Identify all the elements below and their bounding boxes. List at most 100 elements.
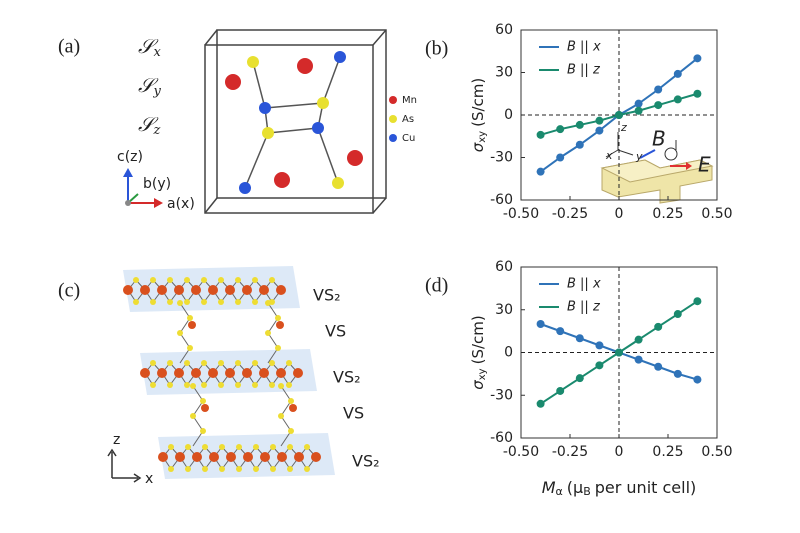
- atom: [184, 299, 190, 305]
- x-axis-label: Mα (μB per unit cell): [542, 478, 697, 499]
- atom: [218, 382, 224, 388]
- bond: [267, 317, 279, 334]
- atom: [288, 398, 294, 404]
- atom: [289, 404, 297, 412]
- data-point: [673, 69, 682, 78]
- data-point: [634, 335, 643, 344]
- atom: [311, 452, 321, 462]
- atom: [174, 285, 184, 295]
- subscript: z: [152, 123, 160, 138]
- data-point: [673, 310, 682, 319]
- y-tick-label: -60: [490, 430, 513, 446]
- layer-label: VS: [343, 404, 364, 423]
- atom: [133, 277, 139, 283]
- bond: [280, 400, 292, 417]
- bond: [267, 302, 279, 319]
- atom: [235, 382, 241, 388]
- atom: [167, 299, 173, 305]
- atom: [286, 360, 292, 366]
- atom: [269, 277, 275, 283]
- legend-label: B || x: [567, 40, 601, 55]
- axis-name: a(x): [167, 196, 195, 212]
- atom: [252, 277, 258, 283]
- atom: [191, 368, 201, 378]
- atom: [269, 360, 275, 366]
- atom: [252, 299, 258, 305]
- unit: (μ: [567, 478, 583, 497]
- atom: [275, 345, 281, 351]
- data-point: [595, 126, 604, 135]
- inset-label: y: [635, 150, 643, 163]
- y-tick-label: 0: [504, 345, 513, 361]
- atom: [278, 413, 284, 419]
- inset-label: z: [620, 121, 627, 134]
- atom: [187, 315, 193, 321]
- atom: [218, 299, 224, 305]
- atom: [276, 321, 284, 329]
- atom: [259, 285, 269, 295]
- x-tick-label: 0: [615, 206, 624, 222]
- data-point: [673, 369, 682, 378]
- atom: [133, 299, 139, 305]
- legend-label: Mn: [402, 95, 417, 106]
- bond: [179, 347, 191, 364]
- crystal-box: [204, 29, 387, 214]
- legend-label: B || z: [567, 63, 601, 78]
- atom: [275, 315, 281, 321]
- atom: [260, 452, 270, 462]
- atom: [123, 285, 133, 295]
- x-tick-label: 0.50: [701, 444, 732, 460]
- axis-name: z: [113, 432, 120, 448]
- atom: [218, 277, 224, 283]
- axis-name: x: [145, 471, 153, 487]
- atom: [157, 368, 167, 378]
- atom: [185, 444, 191, 450]
- atom: [158, 452, 168, 462]
- data-point: [536, 320, 545, 328]
- bond: [280, 385, 292, 402]
- data-point: [595, 361, 604, 370]
- atom: [236, 444, 242, 450]
- atom: [167, 277, 173, 283]
- bond: [192, 400, 204, 417]
- data-point: [634, 106, 643, 115]
- atom: [276, 368, 286, 378]
- x-tick-label: -0.50: [503, 444, 539, 460]
- atom: [174, 368, 184, 378]
- data-point: [615, 111, 623, 119]
- atom: [269, 382, 275, 388]
- atom: [190, 413, 196, 419]
- atom: [253, 444, 259, 450]
- atom: [187, 345, 193, 351]
- bond: [267, 332, 279, 349]
- y-axis-label: σxy (S/cm): [469, 78, 489, 153]
- y-tick-label: 60: [495, 259, 513, 275]
- atom: [236, 466, 242, 472]
- bond: [280, 430, 292, 447]
- atom: [218, 360, 224, 366]
- x-tick-label: -0.25: [552, 444, 588, 460]
- subscript: x: [153, 45, 161, 60]
- data-point: [654, 322, 663, 331]
- legend-label: B || x: [567, 277, 601, 292]
- data-point: [654, 362, 663, 371]
- bond: [179, 302, 191, 319]
- atom: [287, 466, 293, 472]
- data-point: [575, 334, 584, 343]
- data-point: [536, 399, 545, 408]
- subscript: B: [583, 485, 591, 498]
- atom: [168, 466, 174, 472]
- bond: [179, 317, 191, 334]
- panel-label: (b): [425, 38, 448, 60]
- atom: [243, 452, 253, 462]
- atom: [202, 444, 208, 450]
- data-point: [575, 374, 584, 383]
- bond: [192, 385, 204, 402]
- atom: [192, 452, 202, 462]
- data-point: [693, 297, 702, 306]
- data-point: [575, 120, 584, 129]
- symmetry-label: 𝒮z: [138, 112, 160, 138]
- atom: [208, 285, 218, 295]
- panel-label: (c): [58, 280, 80, 302]
